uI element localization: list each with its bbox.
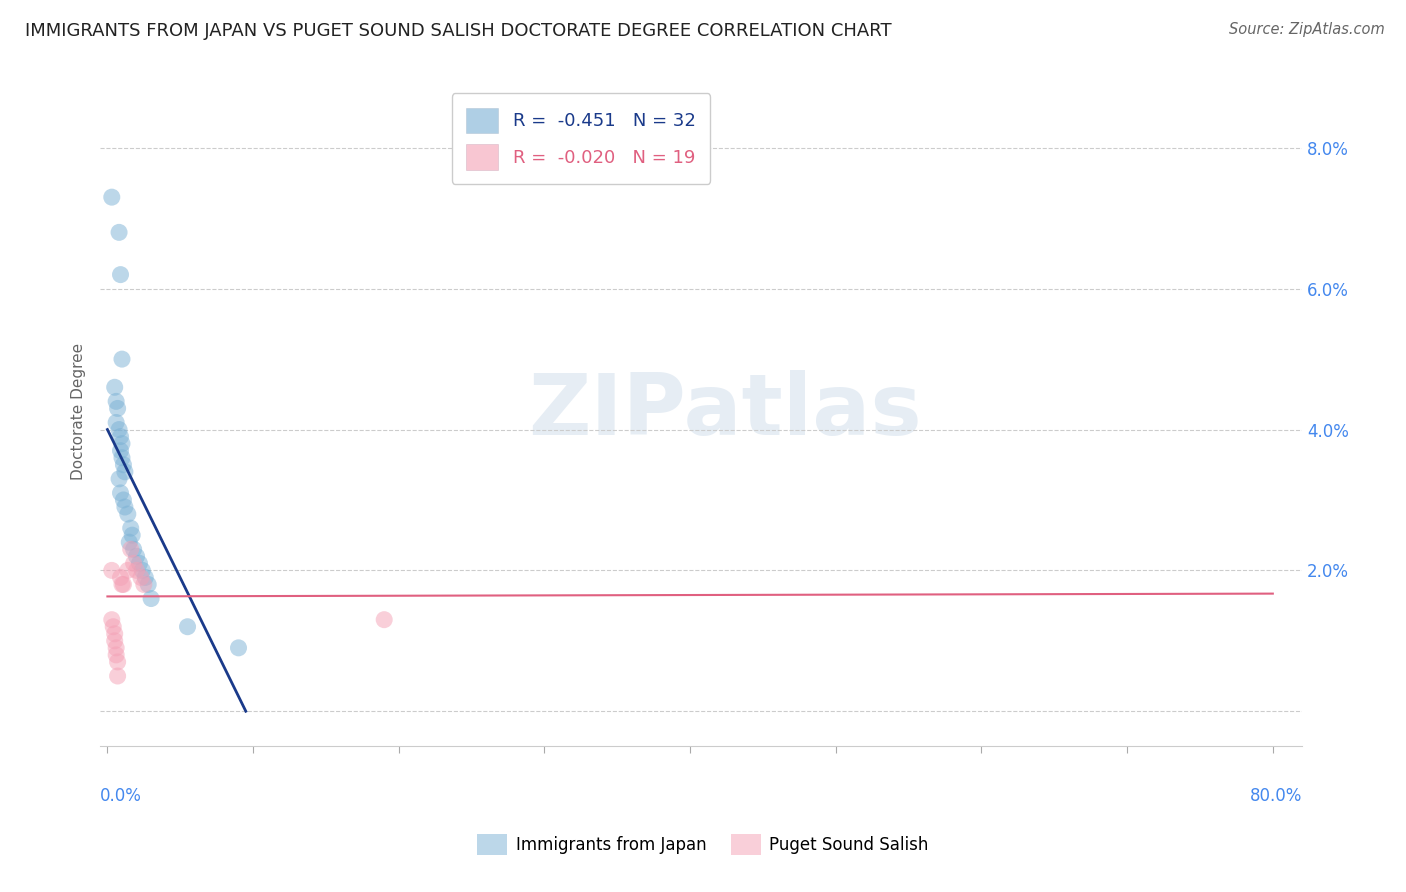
Point (112, 458, 135, 472)
Point (108, 423, 131, 437)
Point (120, 521, 142, 535)
Point (176, 620, 198, 634)
Point (107, 655, 129, 669)
Point (134, 570, 156, 584)
Point (131, 563, 153, 577)
Point (118, 535, 141, 549)
Text: 80.0%: 80.0% (1250, 787, 1302, 805)
Text: 0.0%: 0.0% (100, 787, 142, 805)
Point (101, 613, 124, 627)
Point (114, 500, 136, 514)
Text: IMMIGRANTS FROM JAPAN VS PUGET SOUND SALISH DOCTORATE DEGREE CORRELATION CHART: IMMIGRANTS FROM JAPAN VS PUGET SOUND SAL… (25, 22, 891, 40)
Point (108, 225, 131, 239)
Point (111, 450, 134, 465)
Point (108, 472, 131, 486)
Point (112, 492, 135, 507)
Point (112, 577, 135, 591)
Point (129, 570, 152, 584)
Point (117, 507, 139, 521)
Legend: R =  -0.451   N = 32, R =  -0.020   N = 19: R = -0.451 N = 32, R = -0.020 N = 19 (451, 93, 710, 184)
Legend: Immigrants from Japan, Puget Sound Salish: Immigrants from Japan, Puget Sound Salis… (471, 828, 935, 862)
Point (107, 401, 129, 416)
Point (111, 352, 134, 367)
Point (110, 486, 132, 500)
Point (122, 542, 145, 557)
Point (128, 557, 150, 571)
Point (101, 563, 124, 577)
Point (110, 268, 132, 282)
Point (105, 416, 128, 430)
Point (111, 436, 134, 450)
Point (104, 380, 127, 394)
Point (103, 620, 125, 634)
Point (114, 465, 136, 479)
Point (120, 542, 142, 557)
Point (105, 640, 128, 655)
Point (110, 570, 132, 584)
Point (101, 190, 124, 204)
Point (125, 563, 148, 577)
Point (228, 640, 250, 655)
Point (136, 577, 159, 591)
Point (132, 577, 155, 591)
Point (107, 669, 129, 683)
Text: Source: ZipAtlas.com: Source: ZipAtlas.com (1229, 22, 1385, 37)
Point (111, 577, 134, 591)
Point (110, 443, 132, 458)
Text: ZIPatlas: ZIPatlas (529, 370, 922, 453)
Point (104, 626, 127, 640)
Point (125, 549, 148, 564)
Point (373, 613, 395, 627)
Point (105, 648, 128, 662)
Point (105, 394, 128, 409)
Point (139, 591, 162, 606)
Point (104, 633, 127, 648)
Point (117, 563, 139, 577)
Point (110, 429, 132, 443)
Y-axis label: Doctorate Degree: Doctorate Degree (72, 343, 86, 481)
Point (122, 557, 145, 571)
Point (121, 528, 143, 542)
